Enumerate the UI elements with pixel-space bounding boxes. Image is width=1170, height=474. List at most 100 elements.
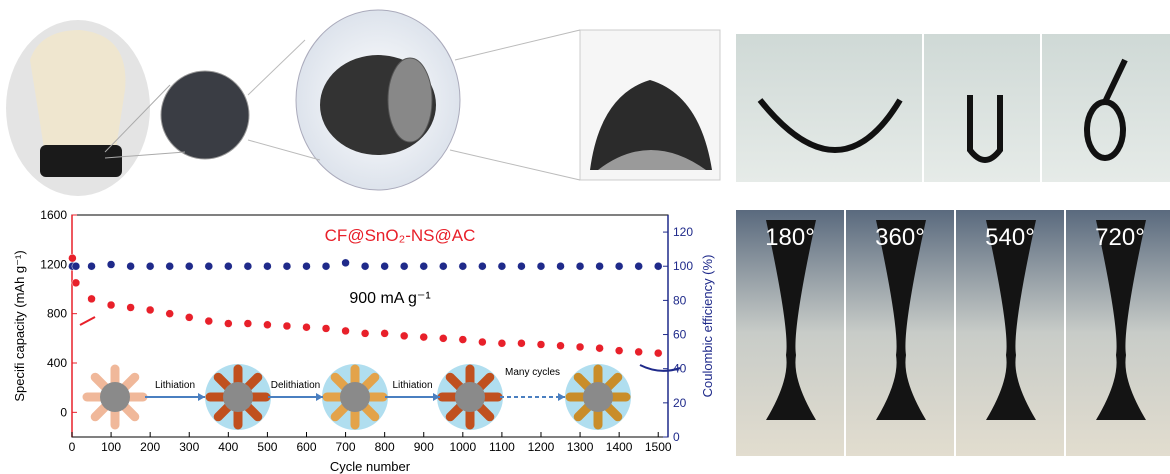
data-point [557, 262, 565, 270]
data-point [654, 262, 662, 270]
carbon-core [583, 382, 613, 412]
data-point [517, 339, 525, 347]
data-point [127, 262, 135, 270]
data-point [342, 327, 350, 335]
x-tick-label: 200 [140, 440, 160, 454]
data-point [498, 262, 506, 270]
x-tick-label: 1300 [567, 440, 594, 454]
data-point [517, 262, 525, 270]
data-point [283, 322, 291, 330]
data-point [263, 321, 271, 329]
angle-label: 540° [985, 224, 1035, 251]
lithiation-schematic: Lithiation Delithiation Lithiation Many cyc… [87, 364, 631, 430]
carbon-core [340, 382, 370, 412]
y2-tick-label: 0 [673, 430, 680, 444]
data-point [205, 317, 213, 325]
figure-svg: 180°360°540°720° CF@SnO₂-NS@AC 900 mA g⁻… [0, 0, 1170, 474]
data-point [576, 262, 584, 270]
x-tick-label: 600 [296, 440, 316, 454]
x-tick-label: 1100 [489, 440, 515, 454]
x-tick-label: 400 [218, 440, 238, 454]
data-point [68, 254, 76, 262]
data-point [596, 262, 604, 270]
step-label: Delithiation [271, 380, 320, 391]
data-point [498, 339, 506, 347]
y-tick-label: 0 [60, 405, 67, 419]
y2-tick-label: 20 [673, 396, 687, 410]
data-point [88, 295, 96, 303]
data-point [381, 262, 389, 270]
data-point [72, 279, 80, 287]
capacity-arrow [80, 317, 95, 325]
data-point [537, 262, 545, 270]
data-point [361, 262, 369, 270]
step-label: Lithiation [392, 380, 432, 391]
x-tick-label: 100 [101, 440, 121, 454]
data-point [439, 334, 447, 342]
data-point [322, 324, 330, 332]
wrist-illustration [6, 10, 720, 196]
data-point [635, 262, 643, 270]
data-point [635, 348, 643, 356]
y2-tick-label: 60 [673, 328, 687, 342]
y-tick-label: 1200 [40, 257, 67, 271]
data-point [439, 262, 447, 270]
x-tick-label: 1500 [645, 440, 672, 454]
x-tick-label: 700 [336, 440, 356, 454]
data-point [205, 262, 213, 270]
data-point [615, 262, 623, 270]
angle-label: 360° [875, 224, 925, 251]
data-point [146, 306, 154, 314]
data-point [654, 349, 662, 357]
x-tick-label: 1200 [528, 440, 555, 454]
data-point [72, 262, 80, 270]
bending-photos [736, 34, 1170, 182]
data-point [615, 347, 623, 355]
arrow-head [316, 393, 323, 401]
y2-tick-label: 120 [673, 225, 693, 239]
data-point [107, 301, 115, 309]
data-point [420, 333, 428, 341]
data-point [166, 262, 174, 270]
data-point [146, 262, 154, 270]
data-point [361, 329, 369, 337]
data-point [88, 262, 96, 270]
carbon-core [100, 382, 130, 412]
data-point [576, 343, 584, 351]
data-point [244, 320, 252, 328]
y-tick-label: 1600 [40, 208, 67, 222]
data-point [166, 310, 174, 318]
data-point [557, 342, 565, 350]
data-point [263, 262, 271, 270]
data-point [459, 336, 467, 344]
twist-photos: 180°360°540°720° [736, 210, 1170, 456]
x-tick-label: 0 [69, 440, 76, 454]
data-point [459, 262, 467, 270]
data-point [478, 262, 486, 270]
material-label: CF@SnO₂-NS@AC [325, 226, 476, 245]
data-point [244, 262, 252, 270]
data-point [185, 313, 193, 321]
carbon-core [223, 382, 253, 412]
step-label: Many cycles [505, 367, 560, 378]
data-point [596, 344, 604, 352]
y2-tick-label: 100 [673, 259, 693, 273]
x-tick-label: 800 [375, 440, 395, 454]
y-tick-label: 400 [47, 356, 67, 370]
rate-label: 900 mA g⁻¹ [349, 290, 430, 307]
figure: 180°360°540°720° CF@SnO₂-NS@AC 900 mA g⁻… [0, 0, 1170, 474]
x-tick-label: 900 [414, 440, 434, 454]
data-point [224, 262, 232, 270]
data-point [381, 329, 389, 337]
x-tick-label: 1400 [606, 440, 633, 454]
data-point [342, 259, 350, 267]
y2-tick-label: 40 [673, 362, 687, 376]
data-point [400, 332, 408, 340]
x-tick-label: 500 [257, 440, 277, 454]
y2-tick-label: 80 [673, 293, 687, 307]
data-point [302, 262, 310, 270]
x-tick-label: 300 [179, 440, 199, 454]
arrow-head [558, 393, 565, 401]
step-label: Lithiation [155, 380, 195, 391]
data-point [283, 262, 291, 270]
